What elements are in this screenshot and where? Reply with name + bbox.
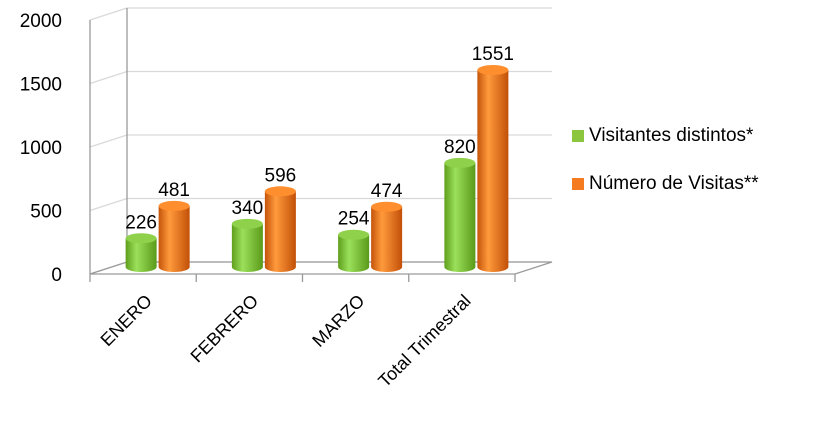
category-label: FEBRERO: [187, 291, 263, 367]
y-tick-label: 500: [30, 202, 62, 223]
data-label: 226: [125, 212, 157, 233]
bar-body: [477, 70, 509, 272]
category-labels: ENERO FEBRERO MARZO Total Trimestral: [97, 291, 475, 391]
bar: [477, 65, 509, 272]
bar: [264, 186, 296, 272]
bar: [231, 218, 263, 272]
bar-body: [338, 234, 370, 272]
gridline-side: [89, 197, 128, 212]
bar-body: [264, 191, 296, 272]
y-tick-label: 0: [51, 265, 62, 286]
bar: [371, 201, 403, 272]
bar-body: [371, 206, 403, 272]
bars: [125, 65, 509, 272]
y-tick-label: 1500: [20, 75, 62, 96]
y-tick-label: 2000: [20, 11, 62, 32]
bar: [338, 229, 370, 272]
data-label: 1551: [472, 44, 514, 65]
legend-label: Visitantes distintos*: [589, 125, 754, 146]
gridlines: [89, 7, 552, 275]
bar-top: [444, 157, 476, 168]
data-label: 820: [444, 137, 476, 158]
y-axis-ticks: 0 500 1000 1500 2000: [20, 11, 62, 286]
data-label: 596: [265, 165, 297, 186]
bar-body: [158, 205, 190, 272]
bar-body: [231, 223, 263, 272]
floor: [89, 261, 553, 275]
bar-top: [125, 233, 157, 244]
data-label: 481: [158, 180, 190, 201]
data-label: 474: [371, 181, 403, 202]
y-tick-label: 1000: [20, 138, 62, 159]
data-label: 340: [232, 198, 264, 219]
legend-swatch-green: [572, 130, 584, 142]
legend-label: Número de Visitas**: [589, 173, 759, 194]
bar-body: [125, 238, 157, 272]
bar-body: [444, 162, 476, 272]
bar: [158, 200, 190, 272]
gridline-side: [89, 70, 128, 85]
legend: Visitantes distintos* Número de Visitas*…: [572, 124, 759, 220]
bar-top: [264, 186, 296, 197]
gridline-side: [89, 134, 128, 148]
data-label: 254: [338, 209, 370, 230]
category-label: MARZO: [308, 291, 368, 351]
bar: [125, 233, 157, 272]
category-label: ENERO: [97, 291, 156, 350]
bar: [444, 157, 476, 272]
gridline-side: [89, 7, 128, 21]
legend-swatch-orange: [572, 178, 584, 190]
bar-top: [158, 200, 190, 211]
bar-top: [371, 201, 403, 212]
legend-item-visitantes: Visitantes distintos*: [572, 124, 759, 148]
category-label: Total Trimestral: [374, 291, 474, 391]
bar-top: [338, 229, 370, 240]
bar-top: [477, 65, 509, 76]
axes: [89, 8, 553, 282]
legend-item-visitas: Número de Visitas**: [572, 172, 759, 196]
bar-top: [231, 218, 263, 229]
